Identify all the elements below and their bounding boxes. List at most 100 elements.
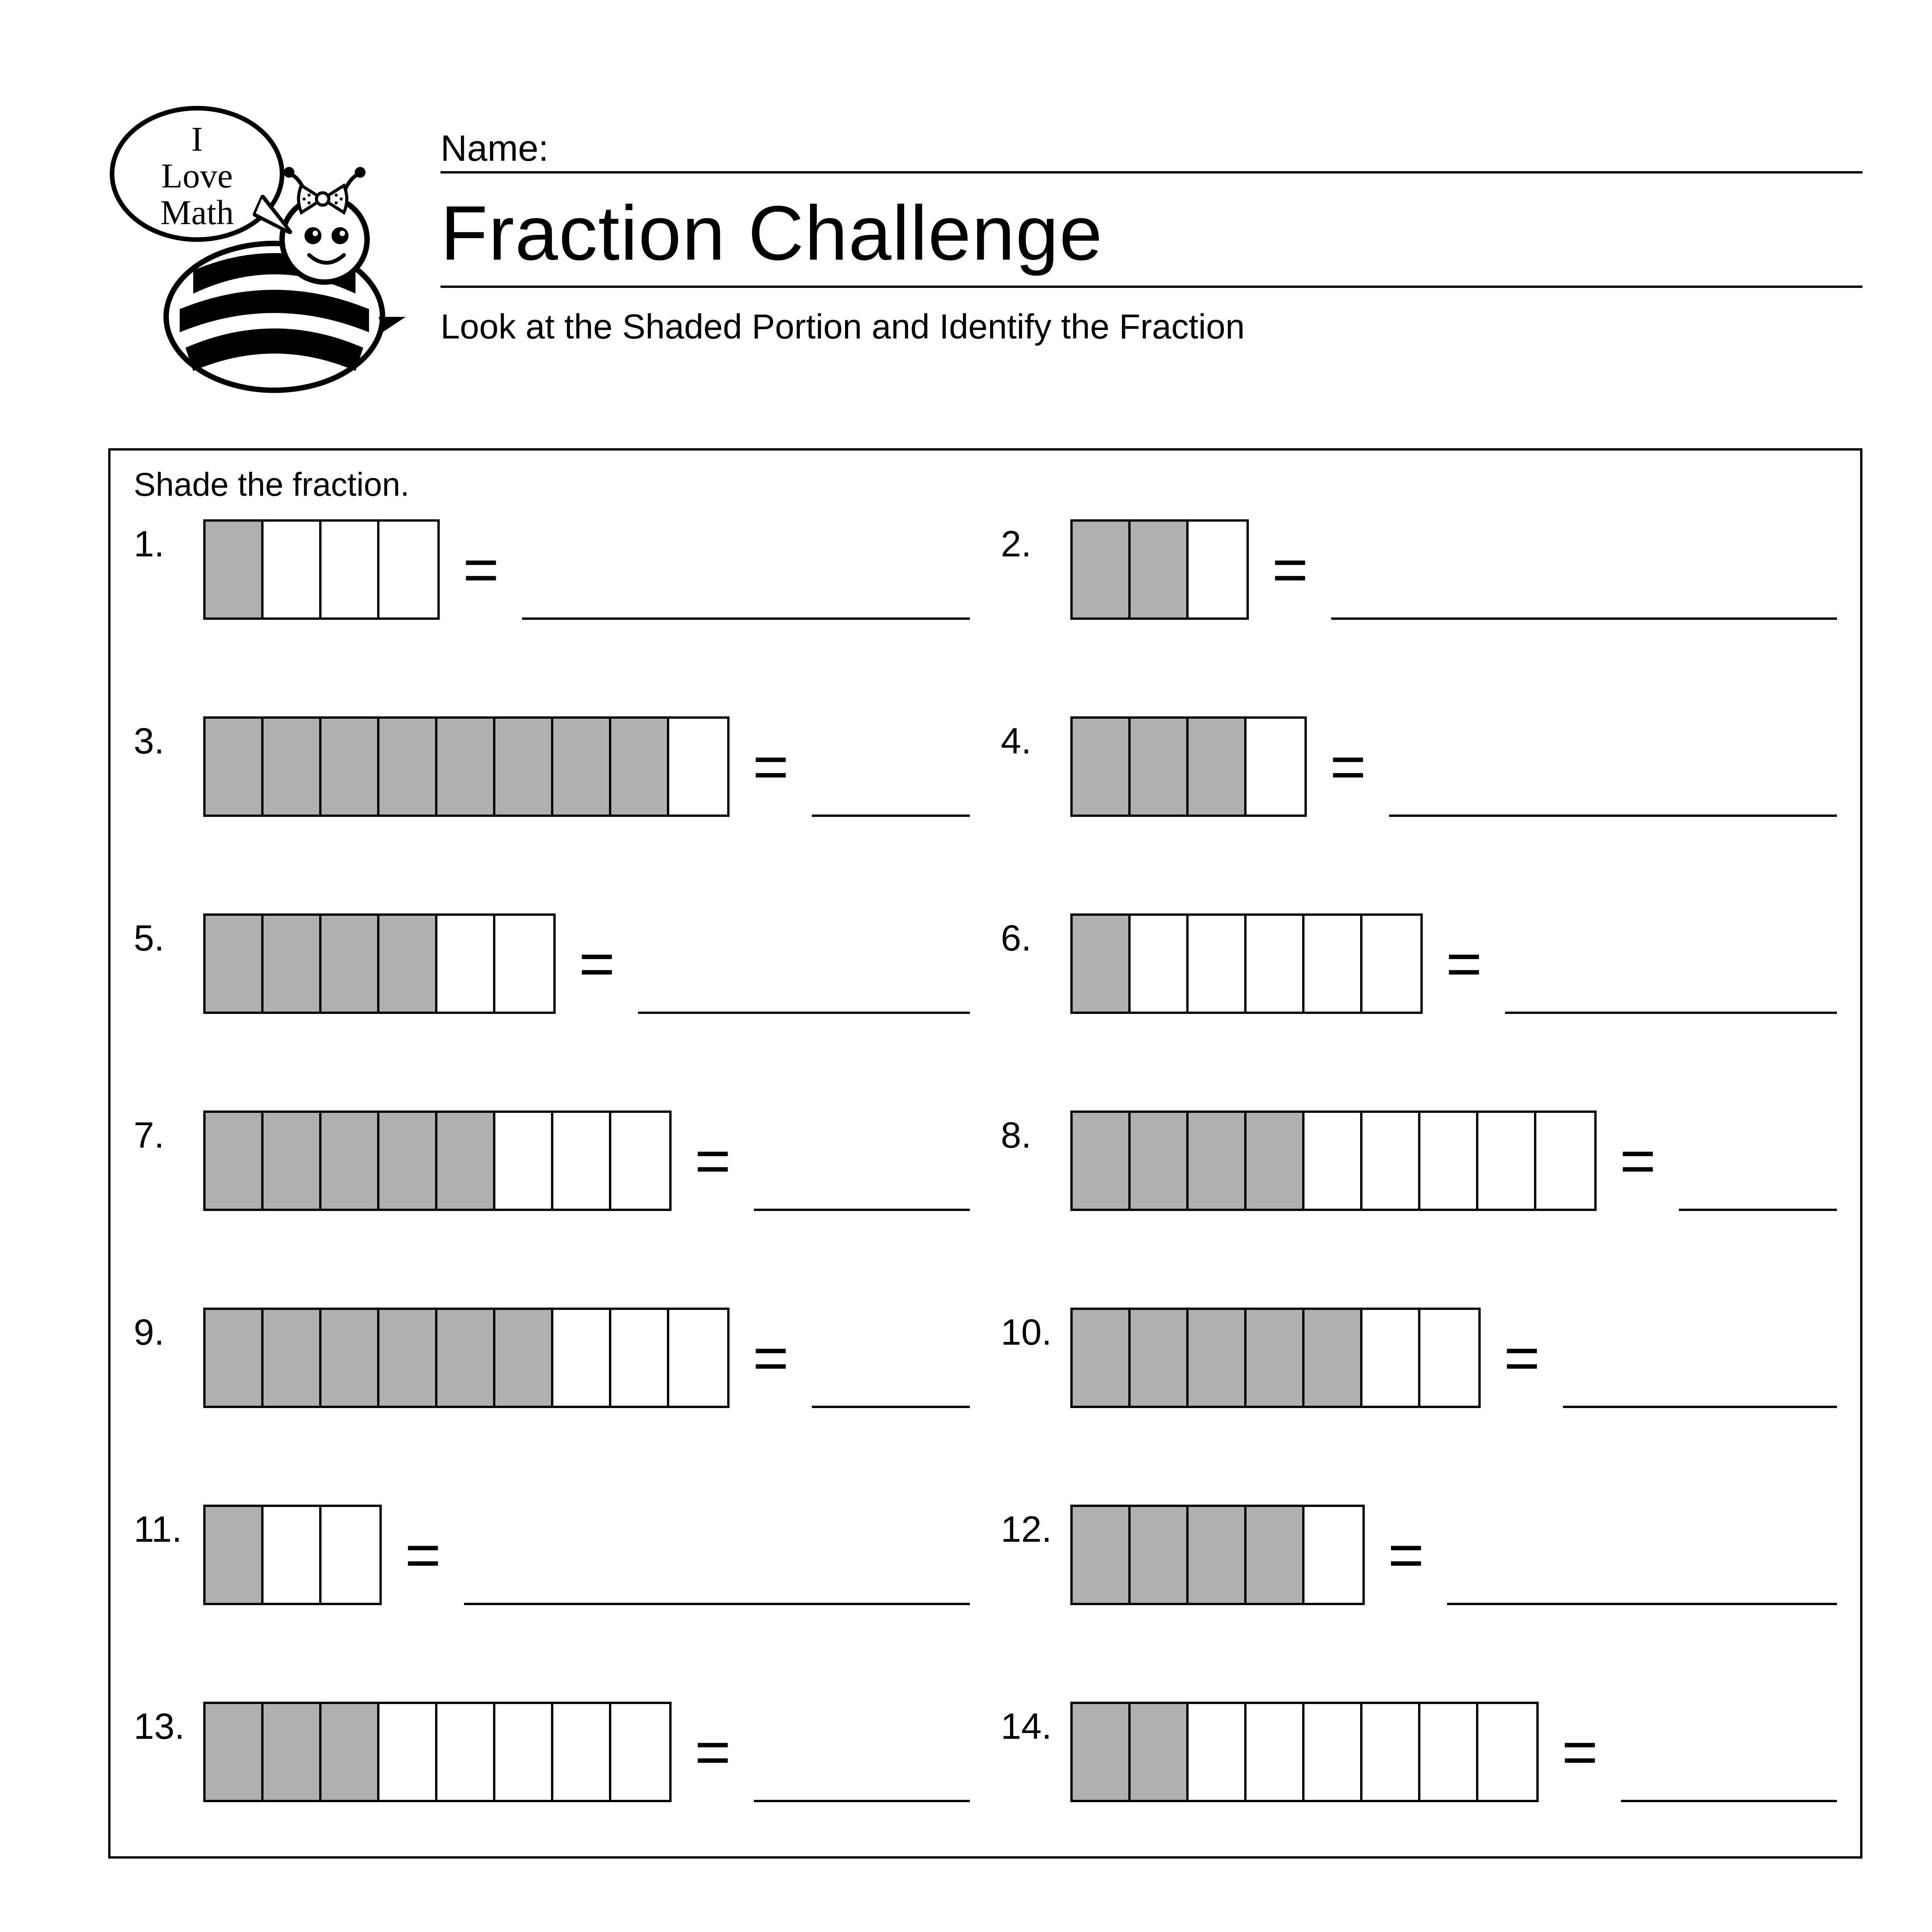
problem-number: 1. (134, 519, 188, 565)
problem-row: 1.=2.= (134, 519, 1837, 620)
answer-blank[interactable] (1563, 1331, 1837, 1408)
segment-shaded (1189, 1310, 1247, 1406)
segment-blank (495, 1113, 553, 1209)
segment-shaded (495, 1310, 553, 1406)
segment-blank (1247, 916, 1304, 1012)
segment-blank (1362, 1113, 1420, 1209)
equals-sign: = (397, 1519, 449, 1590)
problem: 3.= (134, 716, 970, 817)
segment-blank (1247, 1704, 1304, 1800)
segment-shaded (264, 719, 321, 815)
problem: 11.= (134, 1505, 970, 1605)
problem-grid: 1.=2.=3.=4.=5.=6.=7.=8.=9.=10.=11.=12.=1… (134, 519, 1837, 1802)
answer-blank[interactable] (1447, 1528, 1837, 1605)
answer-blank[interactable] (812, 740, 970, 817)
segment-blank (1478, 1704, 1536, 1800)
segment-shaded (1073, 719, 1131, 815)
segment-blank (1304, 1704, 1362, 1800)
segment-blank (1189, 1704, 1247, 1800)
problem: 7.= (134, 1111, 970, 1211)
answer-blank[interactable] (754, 1134, 970, 1211)
problem: 6.= (1001, 913, 1837, 1014)
segment-shaded (379, 719, 437, 815)
segment-shaded (379, 1310, 437, 1406)
problem: 4. = (1001, 716, 1837, 817)
equals-sign: = (1612, 1125, 1663, 1196)
segment-blank (611, 1113, 669, 1209)
fraction-bar (203, 1702, 672, 1802)
segment-blank (1362, 916, 1420, 1012)
segment-shaded (495, 719, 553, 815)
worksheet-page: I Love Math Name: Fraction Challenge Loo… (0, 0, 1932, 1932)
segment-shaded (321, 916, 379, 1012)
answer-blank[interactable] (464, 1528, 970, 1605)
answer-blank[interactable] (1505, 937, 1837, 1014)
segment-shaded (1073, 1113, 1131, 1209)
worksheet-box: Shade the fraction. 1.=2.=3.=4.=5.=6.=7.… (108, 448, 1862, 1859)
segment-shaded (1189, 1113, 1247, 1209)
answer-blank[interactable] (1331, 543, 1837, 620)
segment-shaded (264, 1113, 321, 1209)
problem: 10.= (1001, 1308, 1837, 1408)
segment-blank (1362, 1310, 1420, 1406)
segment-shaded (264, 1310, 321, 1406)
segment-blank (379, 1704, 437, 1800)
answer-blank[interactable] (812, 1331, 970, 1408)
segment-shaded (1131, 522, 1189, 617)
segment-shaded (1131, 719, 1189, 815)
fraction-bar (1070, 1702, 1539, 1802)
page-title: Fraction Challenge (440, 189, 1862, 288)
answer-blank[interactable] (754, 1725, 970, 1802)
problem-number: 4. (1001, 716, 1055, 762)
segment-blank (611, 1704, 669, 1800)
equals-sign: = (745, 731, 796, 802)
equals-sign: = (1322, 731, 1374, 802)
segment-blank (1478, 1113, 1536, 1209)
problem-number: 8. (1001, 1111, 1055, 1156)
segment-shaded (379, 916, 437, 1012)
equals-sign: = (1380, 1519, 1432, 1590)
problem: 1.= (134, 519, 970, 620)
segment-shaded (206, 1704, 264, 1800)
segment-shaded (437, 1113, 495, 1209)
segment-blank (1304, 1507, 1362, 1603)
equals-sign: = (1438, 928, 1490, 999)
fraction-bar (1070, 519, 1249, 620)
segment-blank (1247, 719, 1304, 815)
page-subtitle: Look at the Shaded Portion and Identify … (440, 307, 1862, 347)
segment-shaded (1247, 1310, 1304, 1406)
equals-sign: = (1264, 534, 1316, 605)
fraction-bar (203, 1111, 672, 1211)
problem-row: 3.= 4. = (134, 716, 1837, 817)
segment-blank (321, 522, 379, 617)
segment-shaded (1131, 1310, 1189, 1406)
segment-shaded (1247, 1507, 1304, 1603)
segment-blank (495, 916, 553, 1012)
svg-text:Math: Math (160, 194, 234, 232)
segment-shaded (206, 522, 264, 617)
problem: 9.= (134, 1308, 970, 1408)
answer-blank[interactable] (1389, 740, 1837, 817)
answer-blank[interactable] (638, 937, 970, 1014)
answer-blank[interactable] (1621, 1725, 1837, 1802)
fraction-bar (203, 1308, 730, 1408)
problem-row: 13.=14.= (134, 1702, 1837, 1802)
segment-blank (1189, 916, 1247, 1012)
fraction-bar (203, 1505, 382, 1605)
segment-blank (553, 1310, 611, 1406)
segment-blank (553, 1113, 611, 1209)
segment-blank (264, 522, 321, 617)
instruction-text: Shade the fraction. (134, 466, 1837, 504)
segment-blank (437, 916, 495, 1012)
fraction-bar (203, 716, 730, 817)
segment-shaded (437, 719, 495, 815)
fraction-bar (1070, 1308, 1481, 1408)
fraction-bar (1070, 1505, 1365, 1605)
answer-blank[interactable] (1679, 1134, 1837, 1211)
problem: 2.= (1001, 519, 1837, 620)
problem: 14.= (1001, 1702, 1837, 1802)
answer-blank[interactable] (522, 543, 970, 620)
segment-blank (669, 719, 727, 815)
segment-blank (1362, 1704, 1420, 1800)
segment-shaded (1304, 1310, 1362, 1406)
